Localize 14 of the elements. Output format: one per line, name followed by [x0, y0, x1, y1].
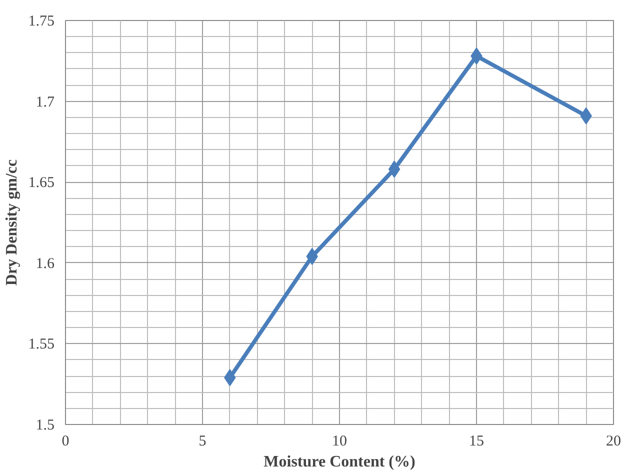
y-tick-label: 1.5: [36, 418, 54, 434]
y-tick-label: 1.6: [36, 256, 55, 272]
y-tick-label: 1.65: [28, 175, 54, 192]
y-tick-label: 1.55: [28, 336, 54, 353]
point: [388, 160, 400, 178]
x-tick-label: 0: [62, 434, 70, 450]
x-axis-title: Moisture Content (%): [264, 454, 416, 470]
y-tick-label: 1.75: [28, 14, 54, 30]
x-tick-label: 20: [606, 434, 621, 450]
y-axis-title: Dry Density gm/cc: [3, 159, 20, 286]
x-tick-label: 15: [469, 434, 484, 450]
x-tick-label: 10: [332, 434, 347, 450]
x-tick-label: 5: [198, 434, 206, 450]
y-tick-label: 1.7: [36, 94, 55, 110]
